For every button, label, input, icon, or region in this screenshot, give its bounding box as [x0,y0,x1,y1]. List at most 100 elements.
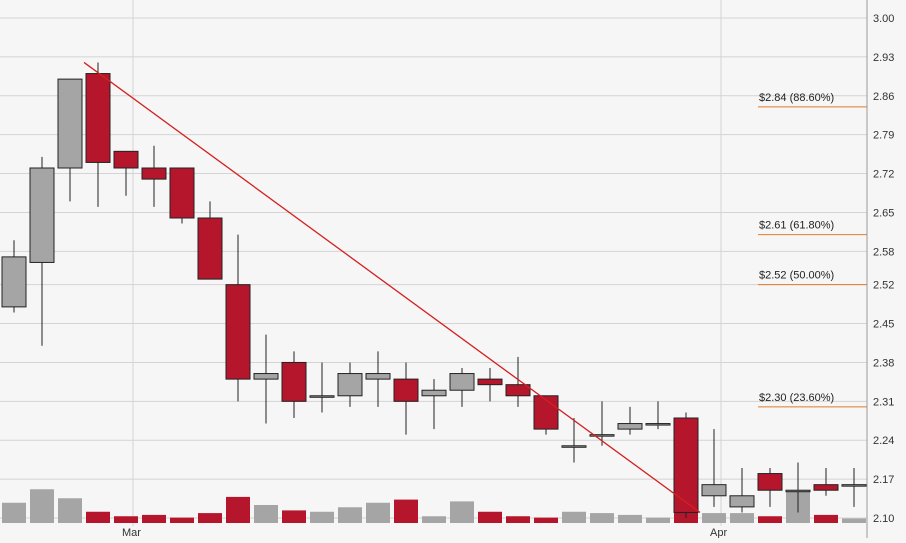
candle [449,368,475,407]
candle [1,240,27,313]
y-tick-label: 2.38 [873,357,894,369]
candle-body [113,150,139,169]
candle [561,418,587,463]
candle-body [141,167,167,180]
volume-bar [170,517,194,523]
y-tick-label: 2.17 [873,474,894,486]
volume-bar [534,517,558,523]
candle [785,462,811,513]
volume-bar [394,499,418,523]
volume-bar [2,502,26,523]
y-tick-label: 2.86 [873,91,894,103]
candle-body [169,167,195,219]
candle [141,145,167,207]
candle [85,62,111,207]
fib-level-label: $2.52 (50.00%) [759,270,834,282]
candle-body [813,484,839,491]
trendline [83,61,701,513]
candle-body [57,78,83,169]
candle-body [505,384,531,397]
candle [225,234,251,402]
candle [477,368,503,402]
fib-level-label: $2.61 (61.80%) [759,220,834,232]
candle [169,167,195,224]
y-tick-label: 3.00 [873,13,894,25]
y-tick-label: 2.72 [873,169,894,181]
candle [113,150,139,196]
y-tick-label: 2.24 [873,435,894,447]
x-tick-label: Mar [122,527,141,538]
volume-bar [142,514,166,523]
volume-bar [310,511,334,523]
volume-bar [814,514,838,523]
candle-body [421,389,447,397]
volume-bar [198,513,222,523]
candle-body [785,489,811,493]
volume-bar [254,505,278,523]
candle [757,468,783,507]
candle-body [253,373,279,380]
volume-bar [590,513,614,523]
candle [337,362,363,407]
y-tick-label: 2.79 [873,130,894,142]
candle-body [197,217,223,280]
volume-bar [562,511,586,523]
volume-bar [226,496,250,523]
fib-level-label: $2.30 (23.60%) [759,392,834,404]
candle [281,351,307,418]
volume-bar [422,516,446,523]
y-tick-label: 2.31 [873,396,894,408]
candle-body [729,495,755,508]
candle-body [757,473,783,491]
candle [589,401,615,446]
x-tick-label: Apr [710,527,727,538]
y-tick-label: 2.65 [873,207,894,219]
volume-bar [478,511,502,523]
candle-body [29,167,55,263]
candle [393,362,419,435]
candle [197,201,223,280]
fib-level-label: $2.84 (88.60%) [759,92,834,104]
candle-body [701,484,727,497]
candle-body [617,423,643,430]
candles [1,62,867,518]
candle [421,379,447,430]
candle-body [365,373,391,380]
candle-body [841,484,867,487]
candle-body [449,373,475,391]
y-axis: 3.00 2.93 2.86 2.79 2.72 2.65 2.58 2.52 2.45 2.38… [866,0,894,538]
volume-bar [282,510,306,523]
candle-body [589,434,615,437]
candle-body [533,395,559,430]
candle-body [1,256,27,308]
candle-body [225,284,251,380]
candle [29,156,55,346]
volume-bar [758,516,782,523]
trendline-layer [83,61,701,513]
candle-body [477,378,503,386]
volume-bar [646,517,670,523]
y-tick-label: 2.58 [873,246,894,258]
candle [253,334,279,424]
volume-bar [702,513,726,523]
candle-body [85,73,111,163]
candle [365,351,391,407]
volume-bar [30,489,54,523]
volume-bar [618,514,642,523]
y-tick-label: 2.10 [873,513,894,525]
volume-bar [86,511,110,523]
fibonacci-levels: $2.84 (88.60%) $2.61 (61.80%) $2.52 (50.00… [758,92,867,408]
candle [617,406,643,435]
candle-body [281,361,307,402]
candle-body [645,423,671,426]
volume-bar [366,502,390,523]
volume-bar [506,516,530,523]
candle-body [337,373,363,397]
candle [729,468,755,513]
candle-body [673,417,699,513]
candle [505,356,531,407]
candle [533,395,559,435]
